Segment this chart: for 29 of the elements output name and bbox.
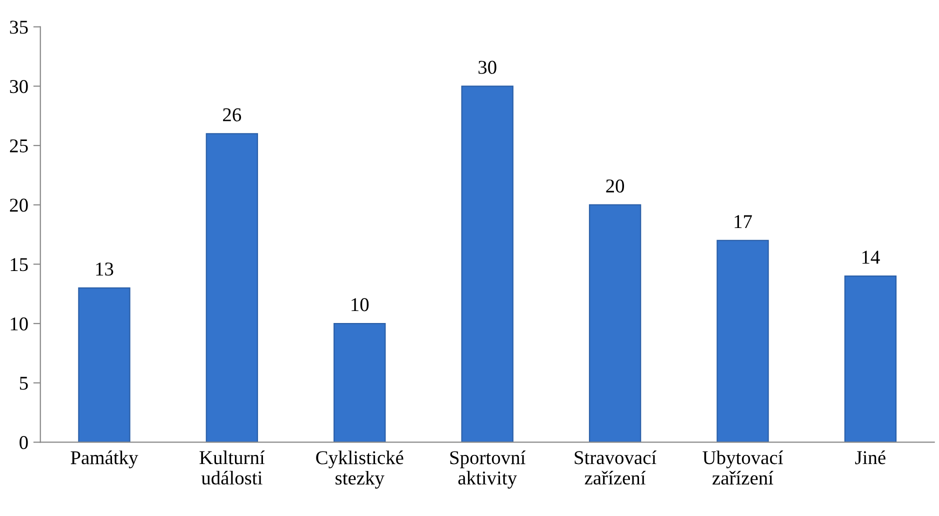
x-tick-label: Památky bbox=[70, 450, 138, 468]
x-tick-label: Jiné bbox=[855, 450, 886, 464]
data-label: 26 bbox=[223, 108, 242, 122]
x-tick-label: Stravovací zařízení bbox=[574, 450, 656, 485]
y-tick-label: 0 bbox=[20, 436, 28, 450]
bar bbox=[844, 276, 897, 442]
y-tick-label: 35 bbox=[10, 20, 28, 34]
y-tick-label: 30 bbox=[10, 80, 28, 94]
y-tick-label: 25 bbox=[10, 139, 28, 152]
data-label: 30 bbox=[478, 60, 496, 74]
x-tick-label: Ubytovací zařízení bbox=[702, 450, 784, 485]
y-tick-label: 15 bbox=[10, 258, 28, 272]
data-label: 20 bbox=[606, 179, 624, 193]
bar bbox=[334, 322, 386, 442]
y-tick-label: 20 bbox=[10, 198, 28, 212]
bar bbox=[716, 240, 769, 442]
data-label: 14 bbox=[862, 250, 880, 264]
x-tick-label: Kulturní události bbox=[200, 450, 265, 485]
x-tick-label: Sportovní aktivity bbox=[450, 450, 526, 489]
x-tick-label: Cyklistické stezky bbox=[316, 450, 404, 489]
y-tick-label: 10 bbox=[10, 317, 28, 330]
data-label: 17 bbox=[734, 215, 752, 228]
bar bbox=[78, 287, 130, 442]
bar bbox=[588, 204, 642, 442]
data-label: 10 bbox=[352, 298, 369, 312]
data-label: 13 bbox=[96, 262, 114, 276]
y-tick-label: 5 bbox=[20, 376, 28, 390]
bar bbox=[461, 86, 514, 442]
bar bbox=[206, 133, 258, 442]
